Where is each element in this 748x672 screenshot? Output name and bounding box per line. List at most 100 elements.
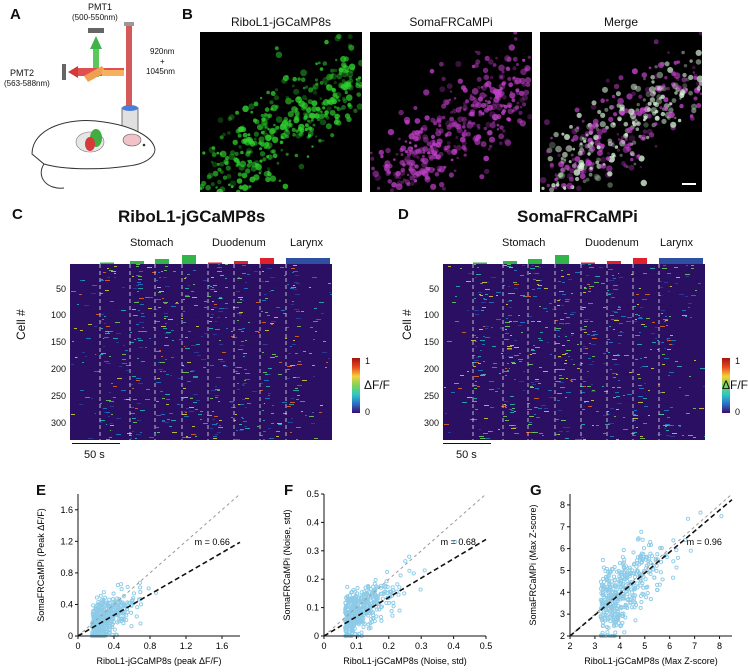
scatter-point (343, 610, 348, 615)
ytick-right-100: 100 (423, 310, 439, 320)
pmt1-label: PMT1 (88, 2, 113, 12)
scatter-point (105, 601, 110, 606)
micro-title-merge: Merge (603, 15, 638, 29)
scatter-point (353, 589, 358, 594)
scatter-plot-e: 0 0.4 0.8 1.2 1.6 0 0.4 0.8 1.2 1.6 RiboL1-jGCaMP8… (36, 493, 241, 666)
panel-label-a: A (10, 6, 21, 23)
scatter-point (96, 618, 101, 623)
scatter-point (632, 571, 637, 576)
scatter-point (603, 608, 608, 613)
scatter-point (365, 591, 370, 596)
scatter-point (110, 600, 115, 605)
scatter-point (378, 614, 383, 620)
scatter-point (385, 584, 390, 589)
unity-line (77, 493, 241, 637)
stimulus-bar (607, 261, 621, 264)
scatter-plot-g: 2 3 4 5 6 7 8 2 3 4 5 6 7 8 RiboL1-jGCaMP8s (Max Z-sco… (528, 493, 733, 666)
ytick-left-50: 50 (55, 284, 66, 294)
x-tick-label: 1.2 (180, 641, 193, 651)
scatter-point (131, 596, 136, 601)
scatter-point (634, 558, 640, 563)
scatter-point (366, 583, 371, 589)
heatmap-title-left: RiboL1-jGCaMP8s (118, 207, 266, 226)
stimulus-bar (633, 258, 647, 264)
scatter-point (621, 593, 626, 598)
x-tick-label: 0 (321, 641, 326, 651)
scatter-point (396, 592, 401, 597)
scatter-point (688, 548, 693, 553)
ytick-left-200: 200 (50, 364, 66, 374)
scatter-point (94, 629, 99, 634)
stimulus-bar (286, 258, 330, 264)
scatter-point (118, 600, 123, 605)
scatter-point (366, 622, 371, 627)
scatter-point (641, 569, 646, 574)
x-axis-label: RiboL1-jGCaMP8s (Max Z-score) (584, 656, 718, 666)
scatter-point (641, 574, 646, 579)
scatter-point (91, 603, 96, 608)
stimulus-bar (155, 259, 169, 264)
scatter-point (390, 613, 395, 618)
scatter-point (605, 595, 610, 600)
scatter-point (377, 607, 382, 612)
scatter-point (639, 529, 644, 534)
scatter-point (391, 604, 396, 609)
stimulus-bars-right (473, 255, 703, 264)
scatter-point (422, 568, 427, 573)
scatter-point (115, 583, 120, 588)
scatter-point (660, 577, 665, 582)
scatter-point (112, 627, 117, 632)
scatter-point (383, 584, 388, 589)
scatter-point (646, 543, 652, 548)
scatter-point (607, 585, 612, 590)
scatter-point (605, 578, 610, 583)
panel-label-d: D (398, 206, 409, 223)
scatter-point (94, 622, 100, 628)
scatter-point (348, 615, 353, 620)
scatter-point (138, 585, 143, 590)
group-label-stomach-right: Stomach (502, 237, 546, 249)
scatter-point (608, 608, 613, 613)
scatter-plot-f: 0 0.1 0.2 0.3 0.4 0.5 0 0.1 0.2 0.3 0.4 0.5 RiboL1-j… (282, 489, 492, 666)
cbar-min-left: 0 (365, 407, 371, 417)
scatter-point (634, 569, 639, 574)
scatter-point (356, 618, 361, 623)
scatter-point (129, 624, 134, 629)
scatter-point (674, 548, 679, 553)
scatter-point (125, 610, 130, 615)
scatter-point (111, 591, 116, 596)
scatter-point (605, 630, 610, 635)
scatter-point (646, 558, 651, 563)
scatter-point (379, 604, 384, 609)
scatter-point (625, 592, 630, 597)
scatter-point (658, 570, 663, 575)
scatter-point (614, 612, 619, 617)
scatter-point (121, 594, 126, 599)
scatter-point (615, 585, 620, 590)
scatter-point (644, 595, 649, 600)
scatter-point (640, 537, 645, 542)
scatter-point (94, 613, 100, 618)
scatter-point (379, 618, 384, 623)
scatter-point (627, 572, 632, 577)
group-label-larynx-right: Larynx (660, 237, 694, 249)
pmt1-detector (88, 28, 104, 33)
y-tick-label: 0 (68, 631, 73, 641)
scatter-point (633, 618, 638, 623)
scatter-point (600, 593, 605, 598)
scatter-point (347, 610, 352, 615)
scatter-point (453, 539, 458, 544)
scatter-point (115, 613, 121, 618)
scatter-point (379, 591, 384, 596)
scatter-point (359, 596, 364, 601)
cbar-label-left: ΔF/F (364, 378, 391, 392)
time-label-left: 50 s (84, 449, 105, 461)
scatter-point (374, 614, 379, 619)
scatter-point (391, 600, 396, 605)
y-tick-label: 0.4 (60, 599, 73, 609)
scatter-point (370, 590, 375, 595)
stimulus-bar (182, 255, 196, 264)
scatter-point (395, 582, 400, 587)
scatter-point (675, 555, 680, 560)
scatter-point (659, 559, 664, 564)
